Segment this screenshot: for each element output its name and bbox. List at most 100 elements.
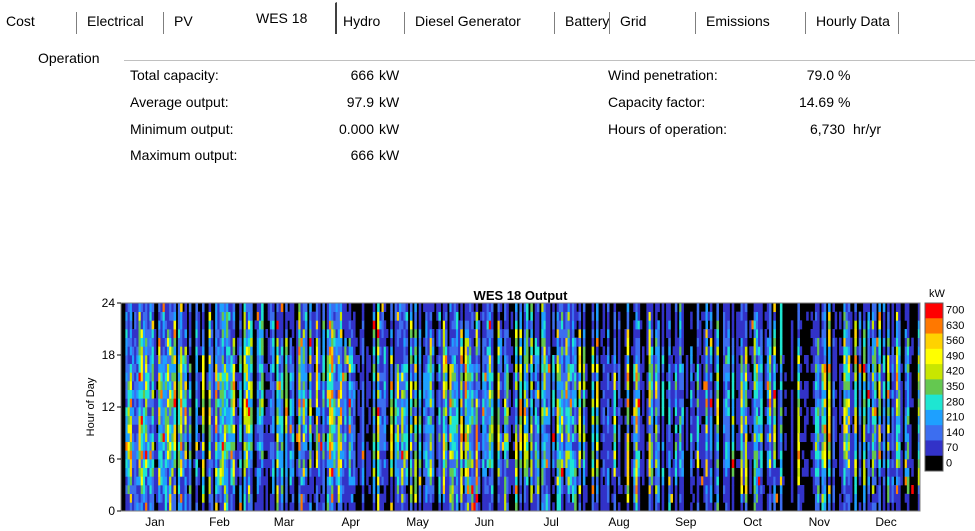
heatmap-cell — [478, 416, 481, 425]
heatmap-cell — [460, 424, 463, 433]
heatmap-cell — [568, 494, 571, 503]
heatmap-cell — [487, 320, 490, 329]
heatmap-cell — [314, 312, 317, 321]
heatmap-cell — [443, 502, 446, 511]
heatmap-cell — [579, 485, 582, 494]
heatmap-cell — [301, 320, 304, 329]
heatmap-cell — [344, 329, 347, 338]
heatmap-cell — [465, 338, 468, 347]
heatmap-cell — [309, 476, 312, 485]
heatmap-cell — [265, 390, 268, 399]
heatmap-cell — [147, 442, 150, 451]
heatmap-cell — [546, 416, 549, 425]
heatmap-cell — [195, 502, 198, 511]
heatmap-cell — [530, 355, 533, 364]
heatmap-cell — [642, 476, 645, 485]
heatmap-cell — [498, 468, 501, 477]
heatmap-cell — [333, 502, 336, 511]
heatmap-cell — [508, 459, 511, 468]
heatmap-cell — [561, 372, 564, 381]
heatmap-cell — [235, 450, 238, 459]
heatmap-cell — [349, 390, 352, 399]
heatmap-cell — [449, 468, 452, 477]
heatmap-cell — [316, 502, 319, 511]
heatmap-cell — [727, 329, 730, 338]
heatmap-cell — [397, 433, 400, 442]
heatmap-cell — [703, 476, 706, 485]
heatmap-cell — [160, 303, 163, 312]
heatmap-cell — [362, 338, 365, 347]
heatmap-cell — [607, 424, 610, 433]
heatmap-cell — [410, 459, 413, 468]
heatmap-cell — [230, 303, 233, 312]
heatmap-cell — [318, 433, 321, 442]
heatmap-cell — [373, 502, 376, 511]
heatmap-cell — [403, 320, 406, 329]
heatmap-cell — [736, 364, 739, 373]
heatmap-cell — [697, 338, 700, 347]
heatmap-cell — [574, 364, 577, 373]
heatmap-cell — [182, 338, 185, 347]
heatmap-cell — [410, 502, 413, 511]
heatmap-cell — [618, 502, 621, 511]
heatmap-cell — [438, 433, 441, 442]
heatmap-cell — [646, 424, 649, 433]
heatmap-cell — [329, 338, 332, 347]
heatmap-cell — [655, 372, 658, 381]
heatmap-cell — [506, 381, 509, 390]
heatmap-cell — [399, 372, 402, 381]
heatmap-cell — [399, 303, 402, 312]
heatmap-cell — [572, 424, 575, 433]
heatmap-cell — [189, 442, 192, 451]
heatmap-cell — [373, 338, 376, 347]
heatmap-cell — [195, 450, 198, 459]
heatmap-cell — [230, 338, 233, 347]
heatmap-cell — [250, 355, 253, 364]
heatmap-cell — [649, 303, 652, 312]
heatmap-cell — [469, 355, 472, 364]
heatmap-cell — [524, 494, 527, 503]
heatmap-cell — [290, 338, 293, 347]
heatmap-cell — [627, 364, 630, 373]
heatmap-cell — [489, 485, 492, 494]
heatmap-cell — [557, 494, 560, 503]
heatmap-cell — [220, 416, 223, 425]
heatmap-cell — [638, 372, 641, 381]
heatmap-cell — [158, 303, 161, 312]
heatmap-cell — [579, 424, 582, 433]
heatmap-cell — [239, 468, 242, 477]
heatmap-cell — [401, 494, 404, 503]
tab-wes-18[interactable]: WES 18 — [249, 2, 337, 34]
heatmap-cell — [465, 320, 468, 329]
heatmap-cell — [244, 424, 247, 433]
heatmap-cell — [552, 450, 555, 459]
heatmap-cell — [614, 338, 617, 347]
heatmap-cell — [541, 494, 544, 503]
heatmap-cell — [233, 338, 236, 347]
heatmap-cell — [202, 364, 205, 373]
heatmap-cell — [419, 476, 422, 485]
heatmap-cell — [662, 502, 665, 511]
heatmap-cell — [452, 398, 455, 407]
heatmap-cell — [627, 485, 630, 494]
heatmap-cell — [187, 407, 190, 416]
heatmap-cell — [248, 364, 251, 373]
heatmap-cell — [557, 346, 560, 355]
heatmap-cell — [298, 312, 301, 321]
heatmap-cell — [360, 416, 363, 425]
heatmap-cell — [333, 320, 336, 329]
heatmap-cell — [710, 303, 713, 312]
heatmap-cell — [519, 416, 522, 425]
heatmap-cell — [657, 485, 660, 494]
heatmap-cell — [298, 494, 301, 503]
heatmap-cell — [202, 476, 205, 485]
heatmap-cell — [246, 381, 249, 390]
heatmap-cell — [535, 494, 538, 503]
heatmap-cell — [178, 390, 181, 399]
heatmap-cell — [244, 329, 247, 338]
heatmap-cell — [697, 494, 700, 503]
heatmap-cell — [655, 494, 658, 503]
heatmap-cell — [427, 355, 430, 364]
heatmap-cell — [349, 372, 352, 381]
heatmap-cell — [261, 329, 264, 338]
